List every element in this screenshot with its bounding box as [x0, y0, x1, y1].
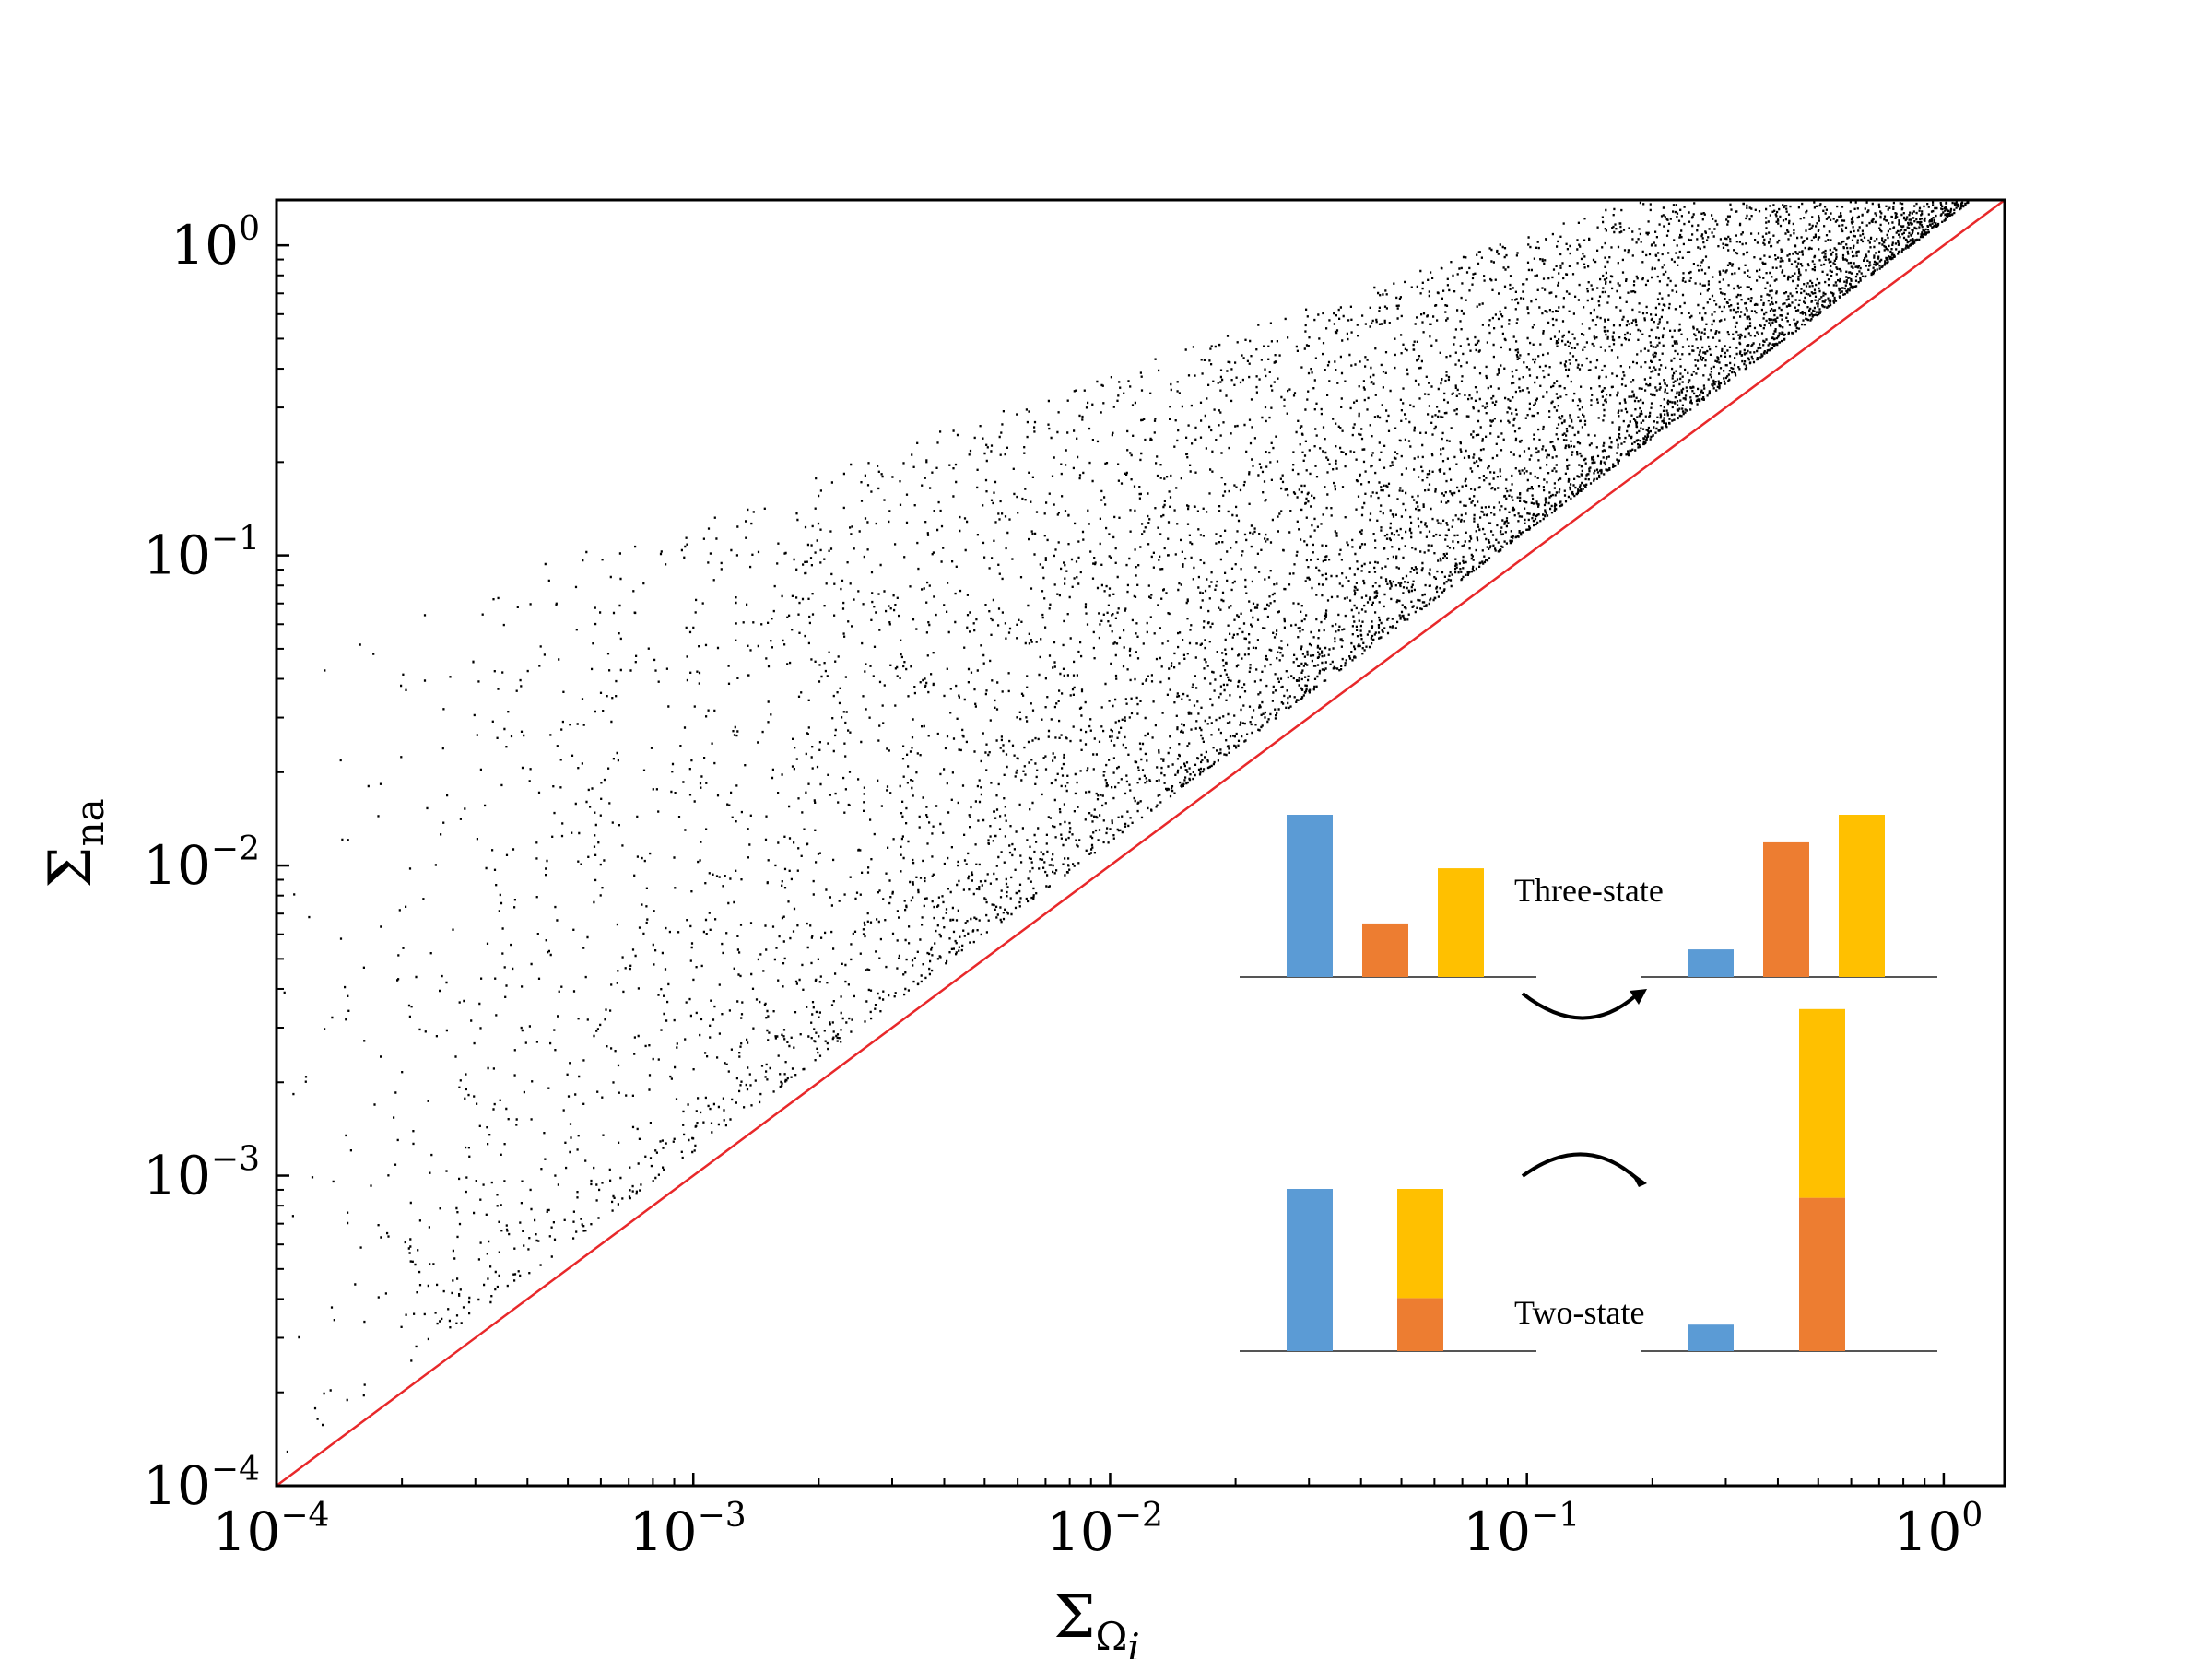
plot-frame [275, 198, 2006, 1488]
two-state-before-yellow-stack [1397, 1189, 1443, 1299]
three-state-before-blue-bar [1287, 815, 1333, 977]
three-state-before-orange-bar [1362, 923, 1408, 977]
y-tick-label: 10−1 [143, 521, 260, 587]
two-state-before-orange-bar [1397, 1298, 1443, 1351]
two-state-label: Two-state [1514, 1294, 1644, 1331]
x-tick-label: 10−1 [1463, 1497, 1580, 1563]
axis-ticks: 10−4 10−3 10−2 10−1 100 10−4 10−3 10−2 10−1 100 [143, 210, 1983, 1563]
three-state-after-yellow-bar [1839, 815, 1885, 977]
x-tick-label: 10−2 [1046, 1497, 1163, 1563]
three-state-arrow-icon [1521, 992, 1638, 1020]
two-state-after-yellow-stack [1799, 1008, 1845, 1198]
arrowhead-icon [1630, 1171, 1647, 1187]
three-state-label: Three-state [1514, 872, 1664, 909]
two-state-after-blue-bar [1688, 1324, 1734, 1351]
two-state-arrow-icon [1521, 1152, 1638, 1180]
inset-illustration: Three-state Two-state [1240, 793, 1949, 1364]
y-tick-label: 10−3 [143, 1141, 260, 1207]
y-tick-label: 100 [171, 210, 260, 276]
x-tick-label: 10−3 [629, 1497, 747, 1563]
y-tick-label: 10−4 [143, 1451, 260, 1517]
two-state-after-orange-bar [1799, 1197, 1845, 1351]
scatter-points [283, 201, 1970, 1453]
three-state-before-yellow-bar [1438, 868, 1484, 977]
data-point-cloud [283, 201, 1970, 1453]
identity-line [276, 198, 2006, 1488]
three-state-after-blue-bar [1688, 949, 1734, 977]
arrowhead-icon [1630, 989, 1647, 1005]
x-tick-label: 100 [1894, 1497, 1983, 1563]
x-tick-label: 10−4 [213, 1497, 330, 1563]
y-tick-label: 10−2 [143, 830, 260, 897]
two-state-before-blue-bar [1287, 1189, 1333, 1351]
three-state-after-orange-bar [1763, 841, 1809, 977]
